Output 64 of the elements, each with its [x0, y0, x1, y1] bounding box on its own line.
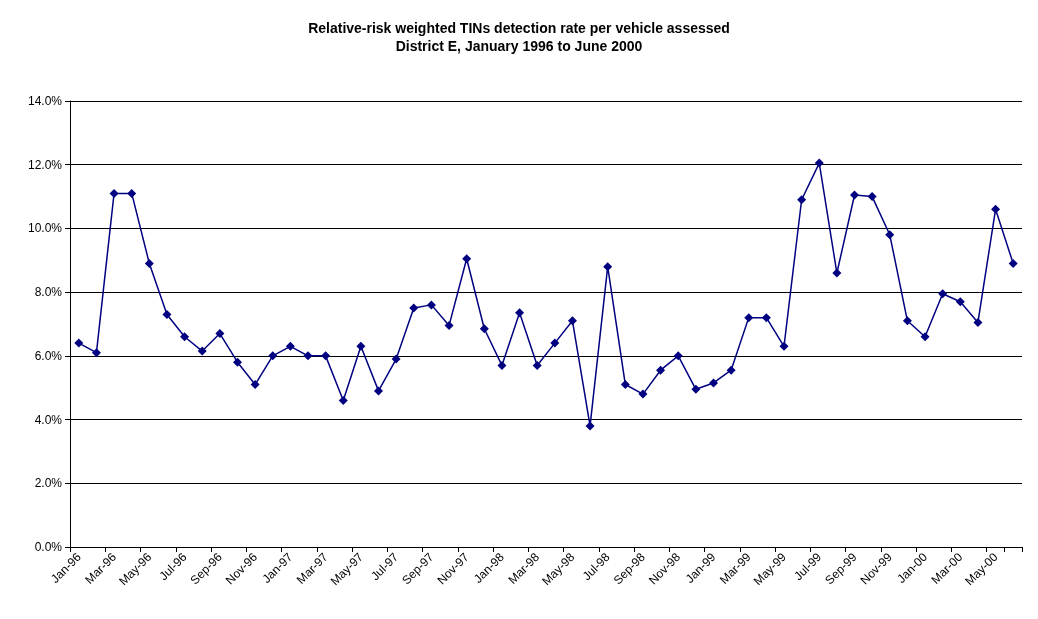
point [232, 357, 242, 367]
point [391, 354, 401, 364]
y-tick-label: 0.0% [34, 540, 63, 554]
point [285, 341, 295, 351]
point [303, 351, 313, 361]
point [479, 324, 489, 334]
point [902, 316, 912, 326]
point [850, 190, 860, 200]
point [726, 365, 736, 375]
point [656, 365, 666, 375]
point [638, 389, 648, 399]
point [973, 317, 983, 327]
point [567, 316, 577, 326]
point [673, 351, 683, 361]
point [920, 332, 930, 342]
point [708, 378, 718, 388]
point [250, 380, 260, 390]
point [603, 262, 613, 272]
point [321, 351, 331, 361]
point [338, 395, 348, 405]
point [444, 321, 454, 331]
point [180, 332, 190, 342]
point [797, 195, 807, 205]
point [885, 230, 895, 240]
y-tick-label: 6.0% [34, 348, 63, 363]
y-tick-label: 14.0% [27, 94, 63, 108]
chart-title: Relative-risk weighted TINs detection rate per vehicle assessed [308, 20, 730, 36]
point [409, 303, 419, 313]
point [620, 380, 630, 390]
point [779, 341, 789, 351]
point [356, 341, 366, 351]
point [215, 329, 225, 339]
point [955, 297, 965, 307]
y-tick-label: 12.0% [27, 157, 63, 172]
point [268, 351, 278, 361]
point [1008, 258, 1018, 268]
point [585, 421, 595, 431]
point [938, 289, 948, 299]
point [532, 360, 542, 370]
point [515, 308, 525, 318]
y-tick-label: 8.0% [34, 285, 63, 300]
point [127, 188, 137, 198]
point [197, 346, 207, 356]
point [497, 360, 507, 370]
point [991, 204, 1001, 214]
point [550, 338, 560, 348]
chart-subtitle: District E, January 1996 to June 2000 [395, 38, 643, 54]
point [74, 338, 84, 348]
point [462, 254, 472, 264]
point [691, 384, 701, 394]
point [109, 188, 119, 198]
point [91, 348, 101, 358]
point [744, 313, 754, 323]
point [426, 300, 436, 310]
point [814, 158, 824, 168]
y-tick-label: 10.0% [27, 221, 63, 236]
point [761, 313, 771, 323]
point [867, 192, 877, 202]
point [162, 309, 172, 319]
y-tick-label: 2.0% [34, 476, 63, 491]
point [144, 258, 154, 268]
point [832, 268, 842, 278]
point [374, 386, 384, 396]
y-tick-label: 4.0% [34, 412, 63, 427]
